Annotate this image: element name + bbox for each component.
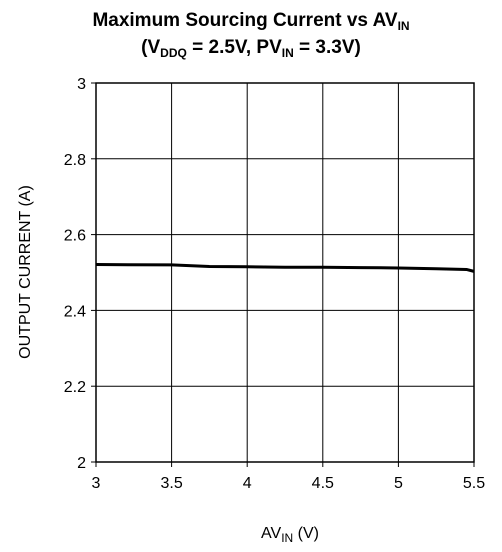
y-axis-label: OUTPUT CURRENT (A)	[17, 185, 34, 359]
plot-frame	[95, 82, 475, 463]
y-tick-label: 2.6	[64, 228, 86, 245]
x-tick-label: 3	[92, 475, 101, 492]
x-tick-label: 5	[394, 475, 403, 492]
x-tick-label: 5.5	[463, 475, 485, 492]
x-axis-label: AVIN (V)	[261, 525, 319, 545]
y-tick-label: 2	[77, 455, 86, 472]
y-tick-label: 2.4	[64, 303, 86, 320]
x-tick-label: 4	[243, 475, 252, 492]
series-line	[95, 263, 475, 273]
y-tick-label: 2.2	[64, 379, 86, 396]
chart-title-line1: Maximum Sourcing Current vs AVIN	[92, 10, 410, 33]
chart-title-line2: (VDDQ = 2.5V, PVIN = 3.3V)	[141, 37, 361, 60]
y-tick-label: 3	[77, 76, 86, 93]
x-tick-label: 4.5	[312, 475, 334, 492]
y-tick-label: 2.8	[64, 152, 86, 169]
x-tick-label: 3.5	[160, 475, 182, 492]
